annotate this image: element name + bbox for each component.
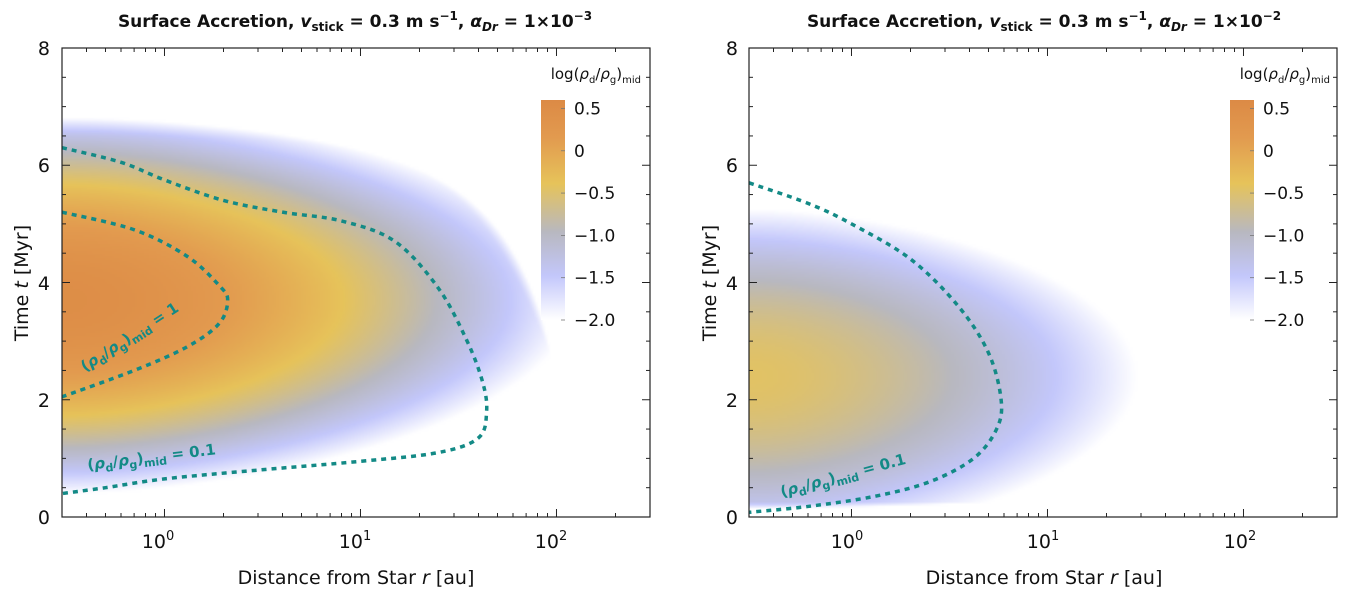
chart-title: Surface Accretion, vstick = 0.3 m s−1, α…: [118, 9, 592, 34]
y-tick-label: 0: [38, 507, 50, 529]
y-axis-label: Time t [Myr]: [11, 225, 33, 342]
contour-line: [748, 181, 1004, 515]
colorbar-tick-label: −2.0: [1263, 311, 1304, 331]
colorbar-ticks: 0.5 0 −0.5 −1.0 −1.5 −2.0: [1250, 99, 1304, 331]
colorbar-gradient: [1230, 100, 1254, 320]
y-tick-label: 6: [38, 155, 50, 177]
axis-ticks: [748, 47, 1338, 518]
colorbar-tick-label: 0.5: [574, 99, 601, 119]
x-axis-label: Distance from Star r [au]: [238, 567, 475, 589]
y-tick-labels: 0 2 4 6 8: [38, 38, 50, 529]
colorbar-gradient: [541, 100, 565, 320]
contour-line: [61, 145, 489, 496]
y-tick-label: 0: [726, 507, 738, 529]
y-tick-label: 4: [726, 273, 738, 295]
colorbar-ticks: 0.5 0 −0.5 −1.0 −1.5 −2.0: [561, 99, 615, 331]
axis-ticks: [61, 47, 651, 518]
colorbar-tick-label: −1.0: [1263, 226, 1304, 246]
x-tick-label: 101: [339, 529, 371, 553]
x-axis-label: Distance from Star r [au]: [926, 567, 1163, 589]
y-tick-label: 4: [38, 273, 50, 295]
contour-label-2: (ρd/ρg)mid = 0.1: [86, 440, 217, 477]
y-tick-labels: 0 2 4 6 8: [726, 38, 738, 529]
contour-line: [61, 210, 230, 399]
x-tick-label: 102: [535, 529, 567, 553]
x-tick-label: 101: [1027, 529, 1059, 553]
x-tick-labels: 100 101 102: [142, 529, 567, 553]
colorbar-label: log(ρd/ρg)mid: [1240, 65, 1330, 86]
colorbar-label: log(ρd/ρg)mid: [551, 65, 641, 86]
y-axis-label: Time t [Myr]: [699, 225, 721, 342]
colorbar-tick-label: −0.5: [574, 184, 615, 204]
contour-lines: [748, 181, 1004, 515]
colorbar-tick-label: −1.0: [574, 226, 615, 246]
colorbar-tick-label: −1.5: [1263, 269, 1304, 289]
colorbar-tick-label: −1.5: [574, 269, 615, 289]
y-tick-label: 6: [726, 155, 738, 177]
colorbar-tick-label: −0.5: [1263, 184, 1304, 204]
y-tick-label: 2: [38, 390, 50, 412]
x-tick-labels: 100 101 102: [831, 529, 1256, 553]
chart-title: Surface Accretion, vstick = 0.3 m s−1, α…: [807, 9, 1281, 34]
x-tick-label: 100: [831, 529, 863, 553]
colorbar-tick-label: 0: [574, 142, 585, 162]
x-tick-label: 102: [1224, 529, 1256, 553]
panel-2: Surface Accretion, vstick = 0.3 m s−1, α…: [699, 9, 1338, 589]
colorbar-tick-label: 0: [1263, 142, 1274, 162]
colorbar: log(ρd/ρg)mid 0.5 0 −0.5 −1.0 −1.5 −2.0: [541, 65, 641, 331]
contour-lines: [61, 145, 489, 496]
panel-1: Surface Accretion, vstick = 0.3 m s−1, α…: [11, 9, 651, 589]
y-tick-label: 2: [726, 390, 738, 412]
x-tick-label: 100: [142, 529, 174, 553]
y-tick-label: 8: [38, 38, 50, 60]
colorbar-tick-label: 0.5: [1263, 99, 1290, 119]
colorbar-tick-label: −2.0: [574, 311, 615, 331]
colorbar: log(ρd/ρg)mid 0.5 0 −0.5 −1.0 −1.5 −2.0: [1230, 65, 1330, 331]
y-tick-label: 8: [726, 38, 738, 60]
